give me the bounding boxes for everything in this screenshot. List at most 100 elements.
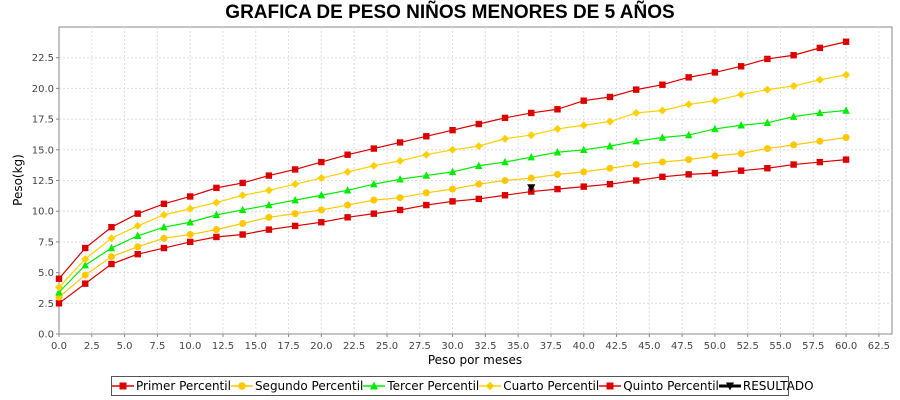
data-point (370, 145, 378, 152)
data-point (370, 179, 378, 188)
data-point (685, 74, 692, 81)
x-tick-label: 30.0 (441, 341, 463, 352)
data-point (475, 180, 483, 188)
series-3 (55, 106, 850, 296)
y-tick-label: 15.0 (32, 145, 54, 156)
data-point (238, 205, 247, 214)
data-point (816, 44, 824, 52)
data-point (133, 221, 142, 230)
y-axis-label: Peso(kg) (11, 154, 25, 206)
legend-item: Tercer Percentil (363, 379, 479, 393)
data-point (343, 167, 352, 176)
legend-marker (606, 382, 614, 390)
data-point (842, 134, 850, 142)
data-point (212, 210, 221, 219)
y-tick-label: 20.0 (32, 84, 54, 95)
data-point (632, 86, 640, 93)
data-point (816, 108, 824, 117)
data-point (396, 175, 404, 183)
series-5 (55, 38, 850, 282)
data-point (422, 171, 431, 179)
legend-swatch (112, 382, 134, 390)
series-1 (55, 156, 850, 307)
legend-item: Cuarto Percentil (479, 379, 599, 393)
legend-label: RESULTADO (742, 379, 814, 393)
data-point (370, 210, 378, 217)
data-point (449, 185, 457, 193)
data-point (291, 180, 300, 189)
data-point (711, 169, 719, 177)
data-point (711, 152, 719, 160)
data-point (422, 150, 431, 159)
data-point (159, 210, 168, 219)
data-point (370, 196, 378, 204)
data-point (763, 145, 771, 153)
x-tick-label: 45.0 (638, 341, 660, 352)
data-point (606, 180, 614, 188)
data-point (737, 90, 746, 99)
data-point (528, 109, 535, 117)
data-point (527, 131, 536, 140)
data-point (684, 100, 693, 109)
series-6 (527, 184, 536, 193)
data-point (108, 260, 115, 268)
data-point (606, 141, 614, 150)
data-point (632, 177, 640, 184)
legend-marker (725, 382, 734, 391)
data-point (212, 198, 221, 207)
data-point (160, 234, 168, 242)
x-tick-label: 20.0 (310, 341, 332, 352)
x-tick-label: 22.5 (343, 341, 365, 352)
data-point (475, 161, 483, 169)
data-point (606, 164, 614, 172)
data-point (763, 118, 772, 126)
data-point (369, 161, 378, 170)
data-point (186, 218, 194, 226)
x-tick-label: 57.5 (802, 341, 824, 352)
data-point (343, 186, 352, 194)
x-tick-label: 2.5 (84, 341, 100, 352)
data-point (711, 124, 719, 133)
data-point (449, 198, 456, 205)
data-point (580, 183, 587, 190)
data-point (580, 168, 588, 176)
data-point (527, 184, 536, 193)
data-point (344, 214, 351, 221)
data-point (213, 184, 220, 192)
data-point (710, 96, 719, 105)
x-tick-label: 0.0 (51, 341, 67, 352)
x-tick-label: 47.5 (671, 341, 693, 352)
data-point (790, 141, 798, 149)
y-tick-label: 12.5 (32, 176, 54, 187)
x-tick-label: 15.0 (245, 341, 267, 352)
data-point (842, 70, 851, 79)
data-point (265, 172, 273, 179)
y-tick-label: 5.0 (38, 268, 54, 279)
data-point (239, 179, 246, 187)
data-point (423, 133, 430, 140)
data-point (632, 161, 640, 169)
data-point (842, 106, 850, 114)
data-point (527, 174, 535, 182)
data-point (737, 149, 745, 157)
x-tick-label: 35.0 (507, 341, 529, 352)
data-point (553, 148, 562, 156)
series-2 (55, 134, 850, 301)
data-point (318, 219, 325, 226)
data-point (239, 231, 246, 238)
data-point (553, 170, 561, 178)
data-point (291, 195, 299, 204)
data-point (632, 108, 641, 117)
data-point (291, 210, 299, 218)
data-point (448, 167, 457, 176)
y-tick-labels: 0.0 2.5 5.0 7.5 10.0 12.5 15.0 17.5 20.0 22.5 (32, 53, 59, 341)
data-point (815, 75, 824, 84)
x-tick-label: 52.5 (737, 341, 759, 352)
data-point (737, 121, 745, 129)
data-point (396, 156, 405, 165)
data-point (238, 191, 247, 200)
data-point (737, 167, 745, 174)
data-point (475, 195, 482, 203)
data-point (764, 55, 771, 63)
